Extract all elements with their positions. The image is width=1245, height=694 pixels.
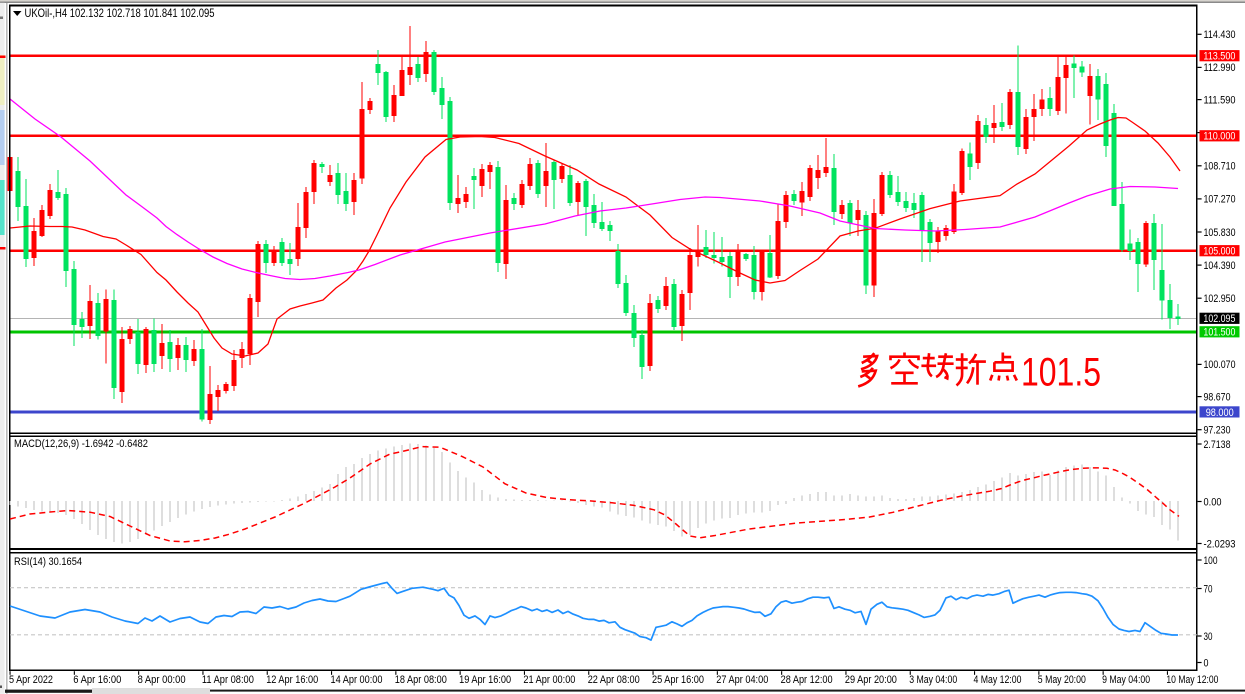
svg-text:110.000: 110.000	[1203, 131, 1235, 143]
svg-text:101.500: 101.500	[1203, 327, 1235, 339]
svg-text:18 Apr 08:00: 18 Apr 08:00	[395, 674, 447, 686]
svg-text:102.095: 102.095	[1203, 313, 1235, 325]
svg-text:100.070: 100.070	[1204, 359, 1236, 371]
svg-text:UKOil-,H4 102.132 102.718 101: UKOil-,H4 102.132 102.718 101.841 102.09…	[25, 6, 215, 20]
svg-text:100: 100	[1204, 555, 1218, 567]
svg-text:4 May 12:00: 4 May 12:00	[974, 674, 1022, 686]
svg-text:105.830: 105.830	[1204, 227, 1236, 239]
svg-text:25 Apr 16:00: 25 Apr 16:00	[652, 674, 704, 686]
svg-text:19 Apr 16:00: 19 Apr 16:00	[459, 674, 511, 686]
svg-text:22 Apr 08:00: 22 Apr 08:00	[588, 674, 640, 686]
svg-text:27 Apr 04:00: 27 Apr 04:00	[716, 674, 768, 686]
svg-text:5 Apr 2022: 5 Apr 2022	[9, 674, 53, 686]
svg-text:-2.0293: -2.0293	[1204, 538, 1236, 550]
svg-text:105.000: 105.000	[1203, 246, 1235, 258]
svg-text:98.000: 98.000	[1206, 407, 1234, 419]
svg-text:30: 30	[1204, 631, 1213, 643]
svg-text:MACD(12,26,9) -1.6942 -0.6482: MACD(12,26,9) -1.6942 -0.6482	[14, 438, 148, 450]
svg-text:98.670: 98.670	[1204, 391, 1231, 403]
svg-text:104.390: 104.390	[1204, 260, 1236, 272]
svg-text:RSI(14) 30.1654: RSI(14) 30.1654	[14, 556, 82, 568]
svg-text:108.710: 108.710	[1204, 161, 1236, 173]
svg-text:10 May 12:00: 10 May 12:00	[1166, 674, 1218, 686]
svg-text:3 May 04:00: 3 May 04:00	[909, 674, 957, 686]
svg-text:114.430: 114.430	[1204, 29, 1236, 41]
svg-text:112.990: 112.990	[1204, 62, 1236, 74]
svg-text:9 May 04:00: 9 May 04:00	[1102, 674, 1150, 686]
svg-text:70: 70	[1204, 583, 1213, 595]
svg-text:101.5: 101.5	[1021, 351, 1101, 395]
svg-text:14 Apr 00:00: 14 Apr 00:00	[331, 674, 383, 686]
svg-text:6 Apr 16:00: 6 Apr 16:00	[73, 674, 121, 686]
svg-text:12 Apr 16:00: 12 Apr 16:00	[266, 674, 318, 686]
svg-text:113.500: 113.500	[1203, 51, 1235, 63]
svg-text:11 Apr 08:00: 11 Apr 08:00	[202, 674, 254, 686]
svg-text:0.00: 0.00	[1204, 496, 1222, 508]
svg-text:0: 0	[1204, 657, 1209, 669]
svg-text:97.230: 97.230	[1204, 425, 1231, 437]
svg-text:2.7138: 2.7138	[1204, 439, 1231, 451]
svg-text:5 May 20:00: 5 May 20:00	[1038, 674, 1086, 686]
svg-text:111.590: 111.590	[1204, 94, 1236, 106]
svg-text:28 Apr 12:00: 28 Apr 12:00	[781, 674, 833, 686]
svg-text:29 Apr 20:00: 29 Apr 20:00	[845, 674, 897, 686]
svg-text:21 Apr 00:00: 21 Apr 00:00	[523, 674, 575, 686]
svg-text:107.270: 107.270	[1204, 194, 1236, 206]
svg-text:102.950: 102.950	[1204, 293, 1236, 305]
svg-text:8 Apr 00:00: 8 Apr 00:00	[138, 674, 186, 686]
